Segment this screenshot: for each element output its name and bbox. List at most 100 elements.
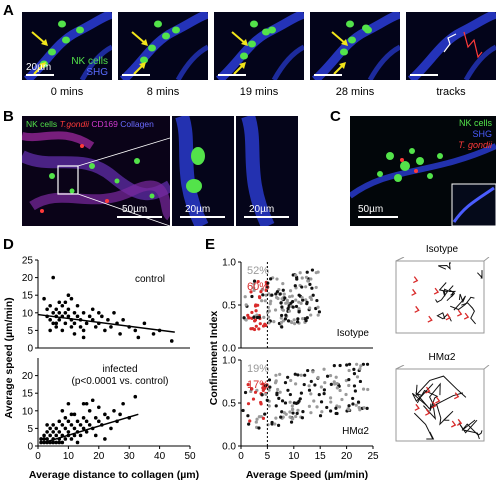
track-line-confined (413, 276, 419, 284)
data-point (310, 268, 315, 272)
data-point (250, 294, 254, 299)
nk-cell (172, 26, 180, 34)
data-point (75, 303, 80, 308)
panel-c-image: NK cells SHG T. gondii 50µm (350, 116, 496, 226)
data-point (322, 392, 326, 396)
data-point (316, 305, 320, 309)
panel-c-svg (350, 116, 496, 226)
data-point (288, 400, 292, 404)
data-point (51, 440, 55, 445)
data-point (48, 433, 52, 438)
data-point (295, 411, 299, 416)
data-point (60, 409, 65, 413)
data-point (256, 279, 260, 284)
x-tick-label: 0 (35, 451, 41, 462)
data-point (289, 301, 293, 305)
data-point (295, 277, 299, 281)
data-point (274, 416, 278, 420)
x-tick-label: 30 (124, 451, 136, 462)
shg-fiber (271, 44, 304, 80)
y-axis-label: Confinement Index (208, 311, 220, 406)
data-point (54, 307, 59, 312)
data-point (305, 270, 309, 274)
nk-cell (248, 40, 256, 48)
data-point (97, 419, 101, 424)
data-point (63, 300, 68, 305)
data-point (305, 300, 309, 304)
data-point (72, 426, 77, 431)
data-point (361, 387, 366, 391)
nk-cell (148, 44, 156, 52)
data-point (335, 382, 339, 386)
data-point (69, 325, 74, 329)
data-point (278, 372, 282, 376)
data-point (252, 286, 256, 290)
data-point (75, 440, 80, 445)
x-tick-label: 50 (184, 451, 196, 462)
panel-a-time-label: 19 mins (239, 86, 279, 98)
data-point (142, 321, 147, 326)
data-point (260, 299, 264, 303)
data-point (305, 316, 309, 320)
data-point (78, 325, 83, 329)
data-point (69, 296, 74, 301)
panel-a-frame-svg (310, 12, 400, 80)
panel-c-legend: NK cells SHG T. gondii (458, 118, 492, 151)
data-point (279, 316, 283, 320)
data-point (309, 277, 313, 281)
data-point (304, 298, 308, 302)
x-tick-label: 0 (238, 451, 244, 462)
data-point (311, 293, 315, 297)
data-point (279, 301, 283, 305)
data-point (241, 408, 245, 413)
data-point (72, 412, 77, 417)
track-line-confined (414, 403, 420, 411)
data-point (97, 405, 101, 410)
data-point (275, 277, 279, 281)
data-point (54, 440, 59, 445)
pct-grey: 52% (247, 265, 269, 277)
data-point (84, 430, 89, 434)
track-line-confined (451, 420, 457, 428)
nk-cell (76, 26, 84, 34)
data-point (263, 322, 267, 326)
data-point (268, 302, 272, 306)
data-point (284, 313, 288, 317)
data-point (361, 362, 365, 366)
data-point (258, 322, 262, 326)
data-point (249, 389, 253, 394)
data-point (106, 318, 110, 322)
data-point (246, 402, 251, 406)
track-box-frame (395, 368, 485, 442)
data-point (297, 307, 301, 311)
data-point (301, 317, 305, 321)
data-point (276, 387, 280, 392)
data-point (136, 335, 141, 340)
data-point (351, 402, 355, 406)
shg-fiber (463, 44, 496, 80)
data-point (301, 298, 305, 302)
data-point (72, 433, 77, 438)
data-point (293, 284, 297, 288)
data-point (308, 306, 312, 310)
data-point (93, 325, 98, 329)
data-point (42, 433, 46, 438)
data-point (93, 433, 98, 438)
scalebar-a (122, 74, 150, 76)
panel-a-frame-svg (22, 12, 112, 80)
data-point (118, 412, 122, 417)
panel-label-e: E (205, 236, 216, 253)
data-point (72, 332, 77, 336)
track-line-confined (457, 309, 463, 317)
legend-collagen: Collagen (120, 119, 154, 129)
panel-a-frame-svg (214, 12, 304, 80)
panel-a-frame-svg (118, 12, 208, 80)
data-point (81, 416, 86, 420)
shg-fiber (175, 44, 208, 80)
data-point (57, 311, 62, 315)
data-point (87, 423, 92, 427)
data-point (296, 408, 300, 412)
nk-cell (364, 26, 372, 34)
data-point (347, 408, 351, 412)
data-point (266, 310, 270, 314)
